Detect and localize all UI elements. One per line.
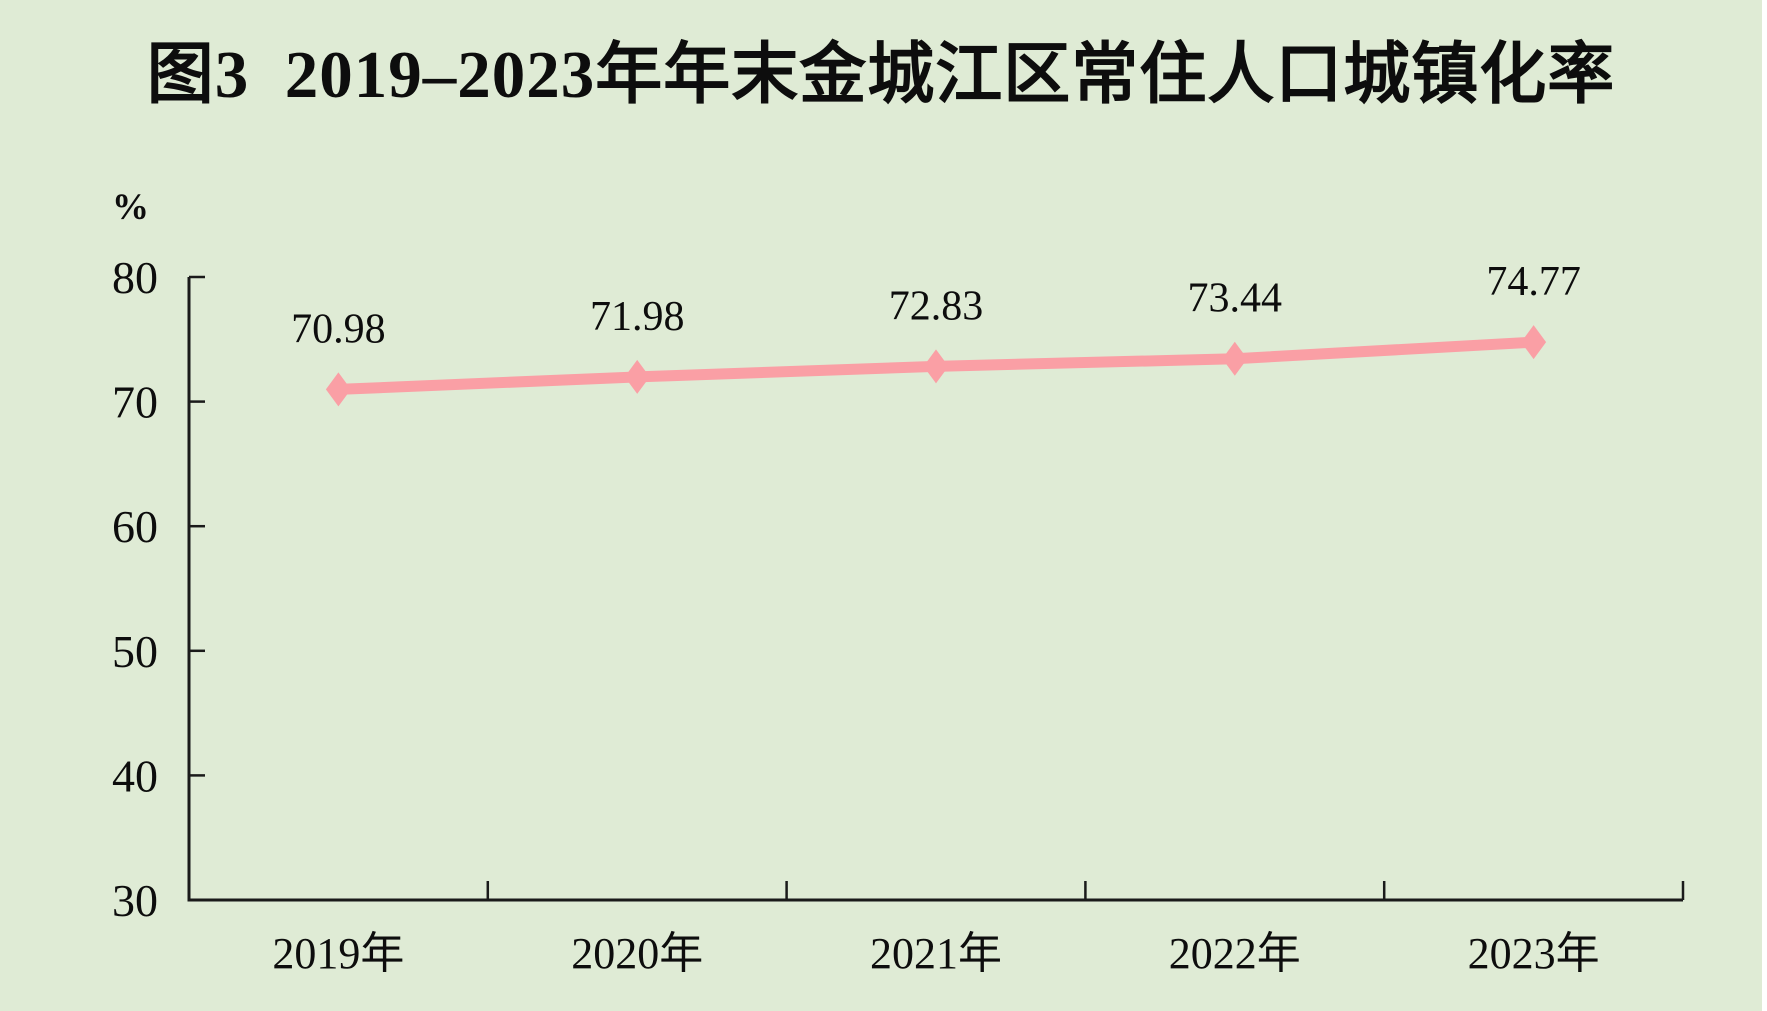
page-edge-strip: [1762, 0, 1767, 1011]
x-tick-label: 2019年: [272, 929, 404, 978]
data-point-marker: [1222, 341, 1248, 376]
data-label: 71.98: [590, 294, 685, 340]
y-tick-label: 50: [112, 626, 158, 677]
x-tick-label: 2023年: [1468, 929, 1600, 978]
data-point-marker: [624, 359, 650, 394]
y-tick-label: 60: [112, 501, 158, 552]
y-tick-label: 30: [112, 875, 158, 926]
x-tick-label: 2022年: [1169, 929, 1301, 978]
y-tick-label: 80: [112, 252, 158, 303]
data-label: 73.44: [1188, 276, 1283, 322]
chart-title: 图3 2019–2023年年末金城江区常住人口城镇化率: [146, 38, 1616, 112]
data-point-marker: [325, 372, 351, 407]
x-tick-label: 2020年: [571, 929, 703, 978]
y-tick-label: 70: [112, 377, 158, 428]
data-point-marker: [923, 349, 949, 384]
y-tick-label: 40: [112, 750, 158, 801]
data-label: 74.77: [1486, 259, 1581, 305]
y-axis-unit-label: %: [112, 187, 149, 228]
data-label: 72.83: [889, 283, 984, 329]
x-tick-label: 2021年: [870, 929, 1002, 978]
data-label: 70.98: [291, 306, 386, 352]
data-point-marker: [1521, 325, 1547, 360]
